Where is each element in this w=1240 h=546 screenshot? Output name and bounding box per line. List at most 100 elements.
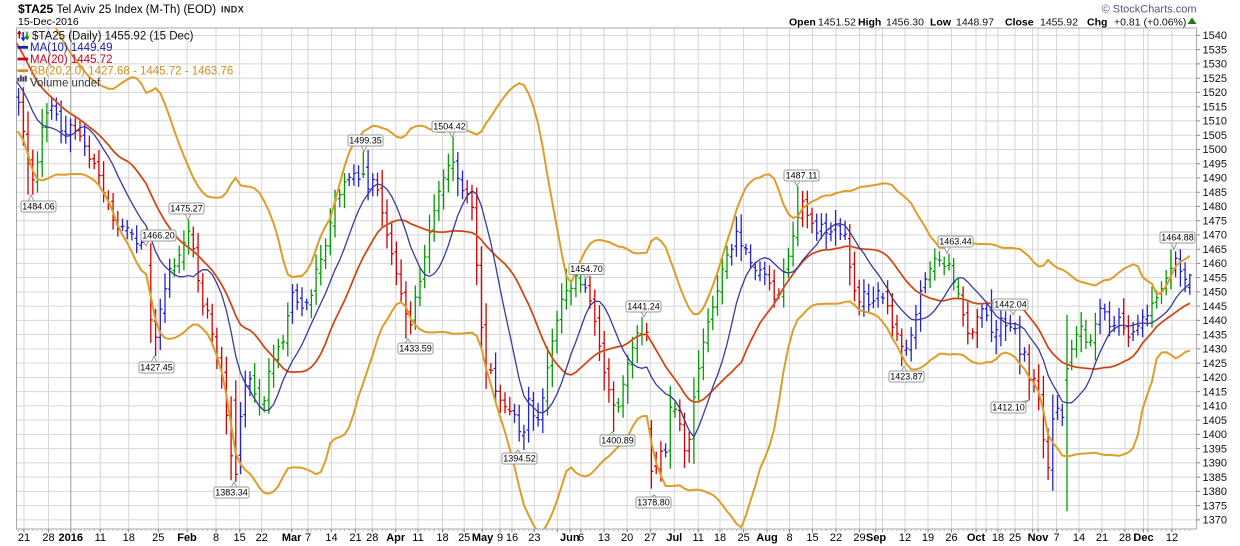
svg-text:MA(10) 1449.49: MA(10) 1449.49 [30, 42, 112, 54]
svg-text:1465: 1465 [1203, 244, 1227, 256]
svg-text:Low: Low [930, 17, 952, 29]
svg-text:21: 21 [1096, 532, 1108, 544]
svg-text:1490: 1490 [1203, 173, 1227, 185]
svg-text:1455.92: 1455.92 [1040, 17, 1078, 29]
svg-text:1487.11: 1487.11 [786, 171, 818, 181]
svg-text:7: 7 [1054, 532, 1060, 544]
svg-text:27: 27 [644, 532, 656, 544]
svg-text:Aug: Aug [756, 532, 777, 544]
svg-text:29: 29 [853, 532, 865, 544]
svg-text:1425: 1425 [1203, 358, 1227, 370]
svg-text:1405: 1405 [1203, 415, 1227, 427]
svg-text:1485: 1485 [1203, 187, 1227, 199]
svg-text:1495: 1495 [1203, 159, 1227, 171]
svg-text:1430: 1430 [1203, 344, 1227, 356]
svg-text:1375: 1375 [1203, 500, 1227, 512]
svg-text:1378.80: 1378.80 [637, 498, 670, 508]
svg-text:1484.06: 1484.06 [22, 202, 55, 212]
svg-text:$TA25: $TA25 [18, 2, 53, 16]
svg-text:1400.89: 1400.89 [601, 436, 634, 446]
svg-text:1427.45: 1427.45 [140, 363, 173, 373]
svg-text:High: High [858, 17, 881, 29]
svg-text:18: 18 [992, 532, 1004, 544]
svg-text:16: 16 [506, 532, 518, 544]
svg-text:12: 12 [1166, 532, 1178, 544]
svg-text:11: 11 [412, 532, 423, 544]
svg-text:Jun: Jun [560, 532, 580, 544]
svg-text:2016: 2016 [59, 532, 83, 544]
svg-text:1454.70: 1454.70 [570, 264, 603, 274]
svg-text:1420: 1420 [1203, 372, 1227, 384]
svg-text:Apr: Apr [386, 532, 406, 544]
svg-text:Sep: Sep [866, 532, 886, 544]
svg-text:28: 28 [366, 532, 378, 544]
svg-text:1500: 1500 [1203, 144, 1227, 156]
svg-text:1466.20: 1466.20 [142, 231, 175, 241]
svg-text:21: 21 [349, 532, 361, 544]
svg-text:1450: 1450 [1203, 287, 1227, 299]
svg-text:9: 9 [497, 532, 503, 544]
svg-text:28: 28 [1119, 532, 1131, 544]
svg-text:Tel Aviv 25 Index (M-Th) (EOD): Tel Aviv 25 Index (M-Th) (EOD) [57, 4, 217, 16]
svg-text:8: 8 [786, 532, 792, 544]
svg-text:1475: 1475 [1203, 216, 1227, 228]
svg-text:1383.34: 1383.34 [215, 488, 248, 498]
svg-text:23: 23 [528, 532, 540, 544]
svg-text:18: 18 [714, 532, 726, 544]
svg-text:1380: 1380 [1203, 486, 1227, 498]
svg-text:21: 21 [18, 532, 30, 544]
svg-text:© StockCharts.com: © StockCharts.com [1102, 4, 1197, 16]
svg-text:13: 13 [598, 532, 610, 544]
svg-text:1540: 1540 [1203, 30, 1227, 42]
svg-text:Nov: Nov [1028, 532, 1050, 544]
svg-text:11: 11 [95, 532, 106, 544]
svg-text:Feb: Feb [177, 532, 197, 544]
svg-text:8: 8 [213, 532, 219, 544]
svg-text:1390: 1390 [1203, 458, 1227, 470]
svg-text:1410: 1410 [1203, 401, 1227, 413]
svg-text:15: 15 [806, 532, 818, 544]
svg-text:1415: 1415 [1203, 386, 1227, 398]
svg-text:1400: 1400 [1203, 429, 1227, 441]
svg-text:$TA25 (Daily) 1455.92 (15 Dec): $TA25 (Daily) 1455.92 (15 Dec) [32, 31, 194, 43]
svg-text:1412.10: 1412.10 [992, 403, 1025, 413]
svg-text:1370: 1370 [1203, 515, 1227, 527]
svg-text:7: 7 [305, 532, 311, 544]
svg-text:Volume undef: Volume undef [30, 77, 101, 89]
svg-text:1394.52: 1394.52 [503, 454, 536, 464]
svg-text:15-Dec-2016: 15-Dec-2016 [18, 16, 79, 28]
svg-text:1499.35: 1499.35 [349, 136, 382, 146]
svg-text:Jul: Jul [666, 532, 682, 544]
svg-text:1510: 1510 [1203, 116, 1227, 128]
svg-text:1464.88: 1464.88 [1161, 233, 1194, 243]
svg-text:14: 14 [325, 532, 337, 544]
svg-text:22: 22 [256, 532, 268, 544]
svg-text:1463.44: 1463.44 [939, 237, 972, 247]
svg-text:6: 6 [578, 532, 584, 544]
svg-text:+0.81 (+0.06%): +0.81 (+0.06%) [1114, 17, 1186, 29]
svg-text:26: 26 [945, 532, 957, 544]
svg-text:Dec: Dec [1133, 532, 1153, 544]
svg-text:May: May [472, 532, 494, 544]
svg-text:1441.24: 1441.24 [627, 302, 660, 312]
svg-text:19: 19 [922, 532, 934, 544]
svg-text:1460: 1460 [1203, 258, 1227, 270]
svg-text:1445: 1445 [1203, 301, 1227, 313]
svg-text:1440: 1440 [1203, 315, 1227, 327]
svg-text:1505: 1505 [1203, 130, 1227, 142]
svg-text:1515: 1515 [1203, 102, 1227, 114]
svg-text:1435: 1435 [1203, 329, 1227, 341]
svg-text:1451.52: 1451.52 [818, 17, 856, 29]
svg-text:1448.97: 1448.97 [956, 17, 994, 29]
svg-text:1423.87: 1423.87 [890, 372, 923, 382]
svg-text:25: 25 [1009, 532, 1021, 544]
svg-text:INDX: INDX [221, 5, 244, 15]
svg-text:1480: 1480 [1203, 201, 1227, 213]
svg-text:1433.59: 1433.59 [399, 344, 432, 354]
svg-text:25: 25 [152, 532, 164, 544]
svg-text:18: 18 [436, 532, 448, 544]
svg-text:1504.42: 1504.42 [433, 122, 466, 132]
svg-text:20: 20 [621, 532, 633, 544]
svg-text:22: 22 [830, 532, 842, 544]
svg-text:1535: 1535 [1203, 44, 1227, 56]
